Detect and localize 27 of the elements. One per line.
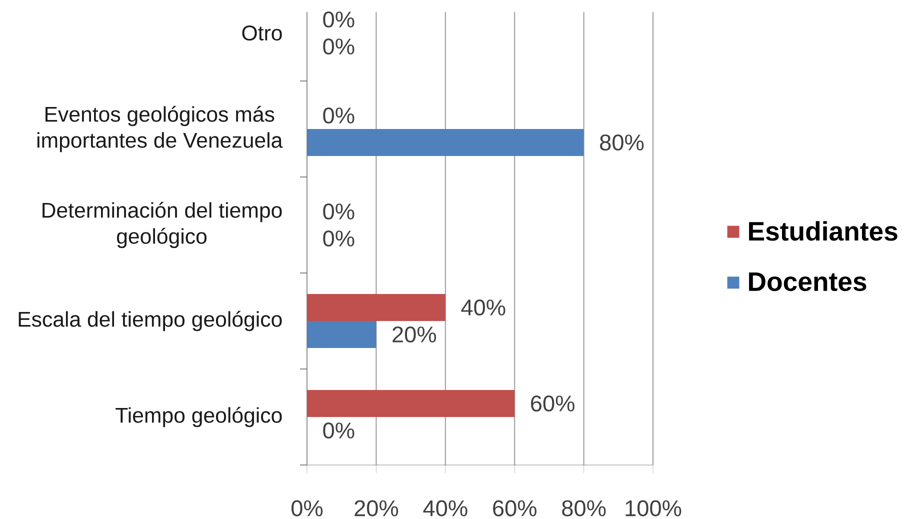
data-label: 20%	[392, 326, 436, 343]
legend-label: Estudiantes	[749, 221, 898, 241]
x-tick-label: 40%	[423, 500, 468, 516]
bar	[307, 294, 446, 321]
y-tick-label: Otro	[242, 25, 282, 41]
bar	[307, 390, 515, 417]
x-tick-label: 100%	[626, 500, 682, 516]
legend-label: Docentes	[749, 272, 866, 292]
data-label: 0%	[323, 230, 354, 247]
data-label: 0%	[323, 203, 354, 220]
data-label: 0%	[323, 107, 354, 124]
x-tick-label: 0%	[292, 500, 323, 516]
y-tick-label: Escala del tiempo geológico	[18, 310, 282, 332]
y-tick-label: Tiempo geológico	[116, 406, 282, 428]
y-tick-label: Eventos geológicos más importantes de Venezuela	[37, 106, 283, 152]
y-tick-label: Determinación del tiempo geológico	[42, 202, 282, 248]
data-label: 0%	[323, 38, 354, 55]
data-label: 40%	[461, 299, 506, 316]
bar	[307, 321, 376, 348]
data-label: 80%	[600, 134, 644, 151]
x-tick-label: 60%	[493, 500, 536, 516]
x-tick-label: 80%	[562, 500, 606, 516]
data-label: 0%	[323, 422, 354, 439]
data-label: 60%	[531, 395, 574, 412]
bar	[307, 129, 584, 156]
x-tick-label: 20%	[354, 500, 398, 516]
data-label: 0%	[323, 11, 354, 28]
